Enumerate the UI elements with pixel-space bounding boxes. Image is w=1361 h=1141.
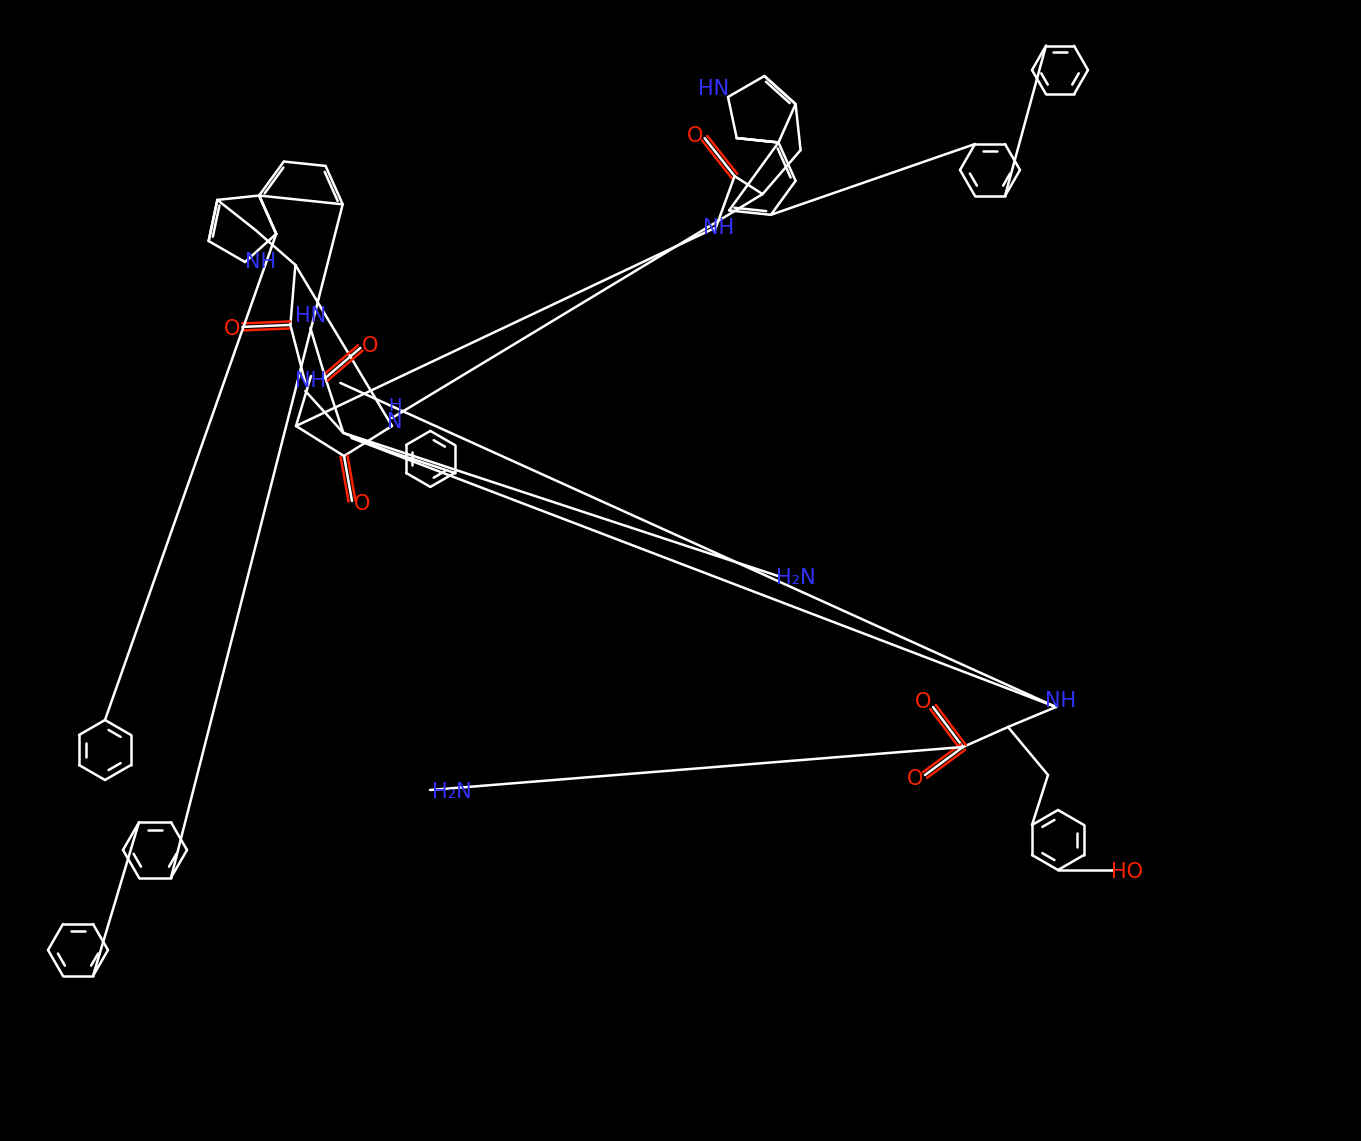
Text: HO: HO — [1111, 861, 1143, 882]
Text: HN: HN — [295, 306, 325, 326]
Text: O: O — [354, 494, 370, 513]
Text: H: H — [388, 397, 401, 415]
Text: NH: NH — [704, 218, 734, 238]
Text: HN: HN — [698, 79, 729, 99]
Text: H₂N: H₂N — [776, 568, 815, 588]
Text: H₂N: H₂N — [433, 782, 472, 802]
Text: O: O — [686, 127, 702, 146]
Text: NH: NH — [1045, 691, 1077, 711]
Text: N: N — [388, 412, 403, 432]
Text: O: O — [362, 335, 378, 356]
Text: NH: NH — [295, 371, 325, 391]
Text: O: O — [906, 769, 923, 788]
Text: NH: NH — [245, 252, 276, 272]
Text: O: O — [915, 691, 931, 712]
Text: O: O — [225, 319, 241, 339]
